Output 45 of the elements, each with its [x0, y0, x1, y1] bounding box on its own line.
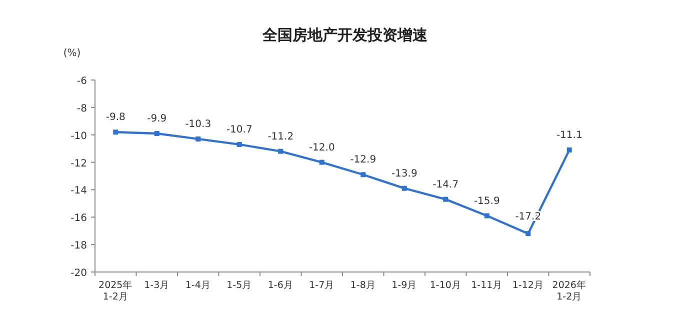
- x-tick-label: 1-10月: [430, 280, 462, 291]
- data-label: -12.0: [308, 142, 335, 154]
- point: [236, 142, 242, 147]
- point: [443, 196, 448, 202]
- data-label: -14.7: [432, 179, 459, 190]
- data-label: -12.9: [350, 154, 376, 166]
- x-tick-label: 1-7月: [309, 280, 335, 291]
- point: [154, 130, 160, 136]
- point: [360, 172, 366, 178]
- x-tick-label: 1-8月: [350, 280, 376, 291]
- data-label: -9.8: [106, 112, 126, 124]
- data-label: -11.1: [556, 130, 582, 141]
- chart-title: 全国房地产开发投资增速: [262, 26, 428, 44]
- y-tick-label: -12: [70, 158, 87, 170]
- x-tick-label: 1-4月: [185, 280, 211, 291]
- x-tick-label: 2026年 1-2月: [552, 279, 586, 302]
- point: [566, 147, 572, 152]
- point: [113, 130, 118, 135]
- point: [484, 213, 490, 218]
- data-label: -11.2: [268, 131, 294, 142]
- y-tick-label: -10: [70, 130, 87, 142]
- y-tick-label: -6: [77, 76, 87, 87]
- data-label: -10.3: [185, 118, 212, 130]
- data-label: -13.9: [391, 168, 418, 180]
- point: [319, 160, 324, 165]
- x-tick-label: 1-9月: [392, 280, 418, 291]
- point: [278, 148, 284, 154]
- point: [526, 231, 531, 236]
- x-tick-label: 1-3月: [144, 280, 170, 291]
- x-tick-label: 1-12月: [512, 280, 544, 291]
- y-tick-label: -8: [77, 103, 87, 114]
- point: [402, 186, 407, 191]
- y-tick-label: -16: [70, 213, 87, 224]
- x-tick-label: 1-5月: [226, 280, 252, 291]
- y-axis-title: (%): [63, 48, 81, 59]
- data-label: -9.9: [147, 113, 167, 124]
- y-tick-label: -20: [70, 268, 87, 279]
- point: [196, 136, 201, 142]
- y-tick-label: -18: [70, 240, 87, 252]
- data-label: -15.9: [474, 196, 500, 207]
- data-label: -10.7: [226, 124, 252, 136]
- x-tick-label: 1-11月: [471, 280, 503, 291]
- x-tick-label: 1-6月: [268, 280, 294, 291]
- x-tick-label: 2025年 1-2月: [98, 279, 133, 302]
- y-tick-label: -14: [70, 186, 87, 197]
